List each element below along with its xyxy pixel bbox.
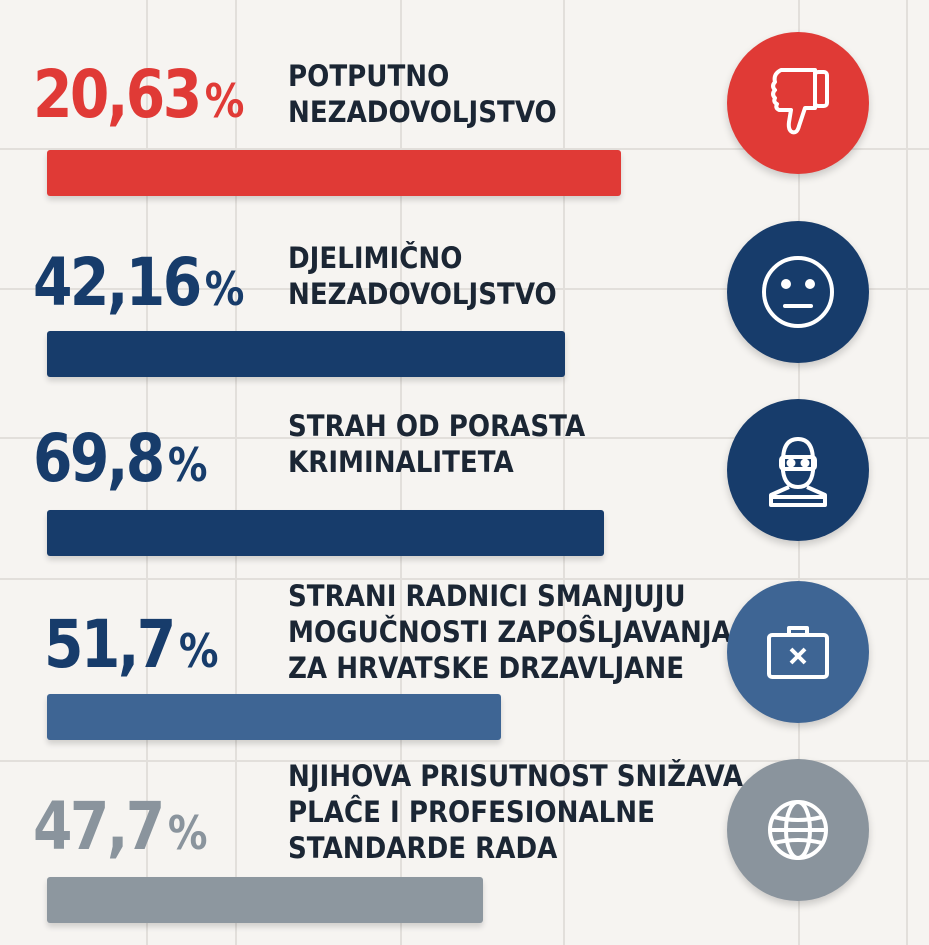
row-label: STRANI RADNICI SMANJUJU MOGUČNOSTI ZAPOŜL… [288, 579, 732, 685]
bar [47, 150, 621, 196]
row-label: POTPUTNO NEZADOVOLJSTVO [288, 59, 557, 129]
row-label: STRAH OD PORASTA KRIMINALITETA [288, 409, 586, 479]
bar [47, 331, 565, 377]
bar [47, 694, 501, 740]
row-label: DJELIMIČNO NEZADOVOLJSTVO [288, 241, 557, 311]
thumbs-down-icon [727, 32, 869, 174]
percent-value: 69,8% [33, 420, 208, 497]
percent-value: 47,7% [33, 788, 208, 865]
row-label: NJIHOVA PRISUTNOST SNIŽAVA PLAĈE I PROFES… [288, 759, 744, 865]
briefcase-x-icon [727, 581, 869, 723]
neutral-face-icon [727, 221, 869, 363]
percent-value: 51,7% [44, 606, 219, 683]
globe-icon [727, 759, 869, 901]
bar [47, 877, 483, 923]
percent-value: 42,16% [33, 244, 245, 321]
burglar-icon [727, 399, 869, 541]
bar [47, 510, 604, 556]
percent-value: 20,63% [33, 56, 245, 133]
